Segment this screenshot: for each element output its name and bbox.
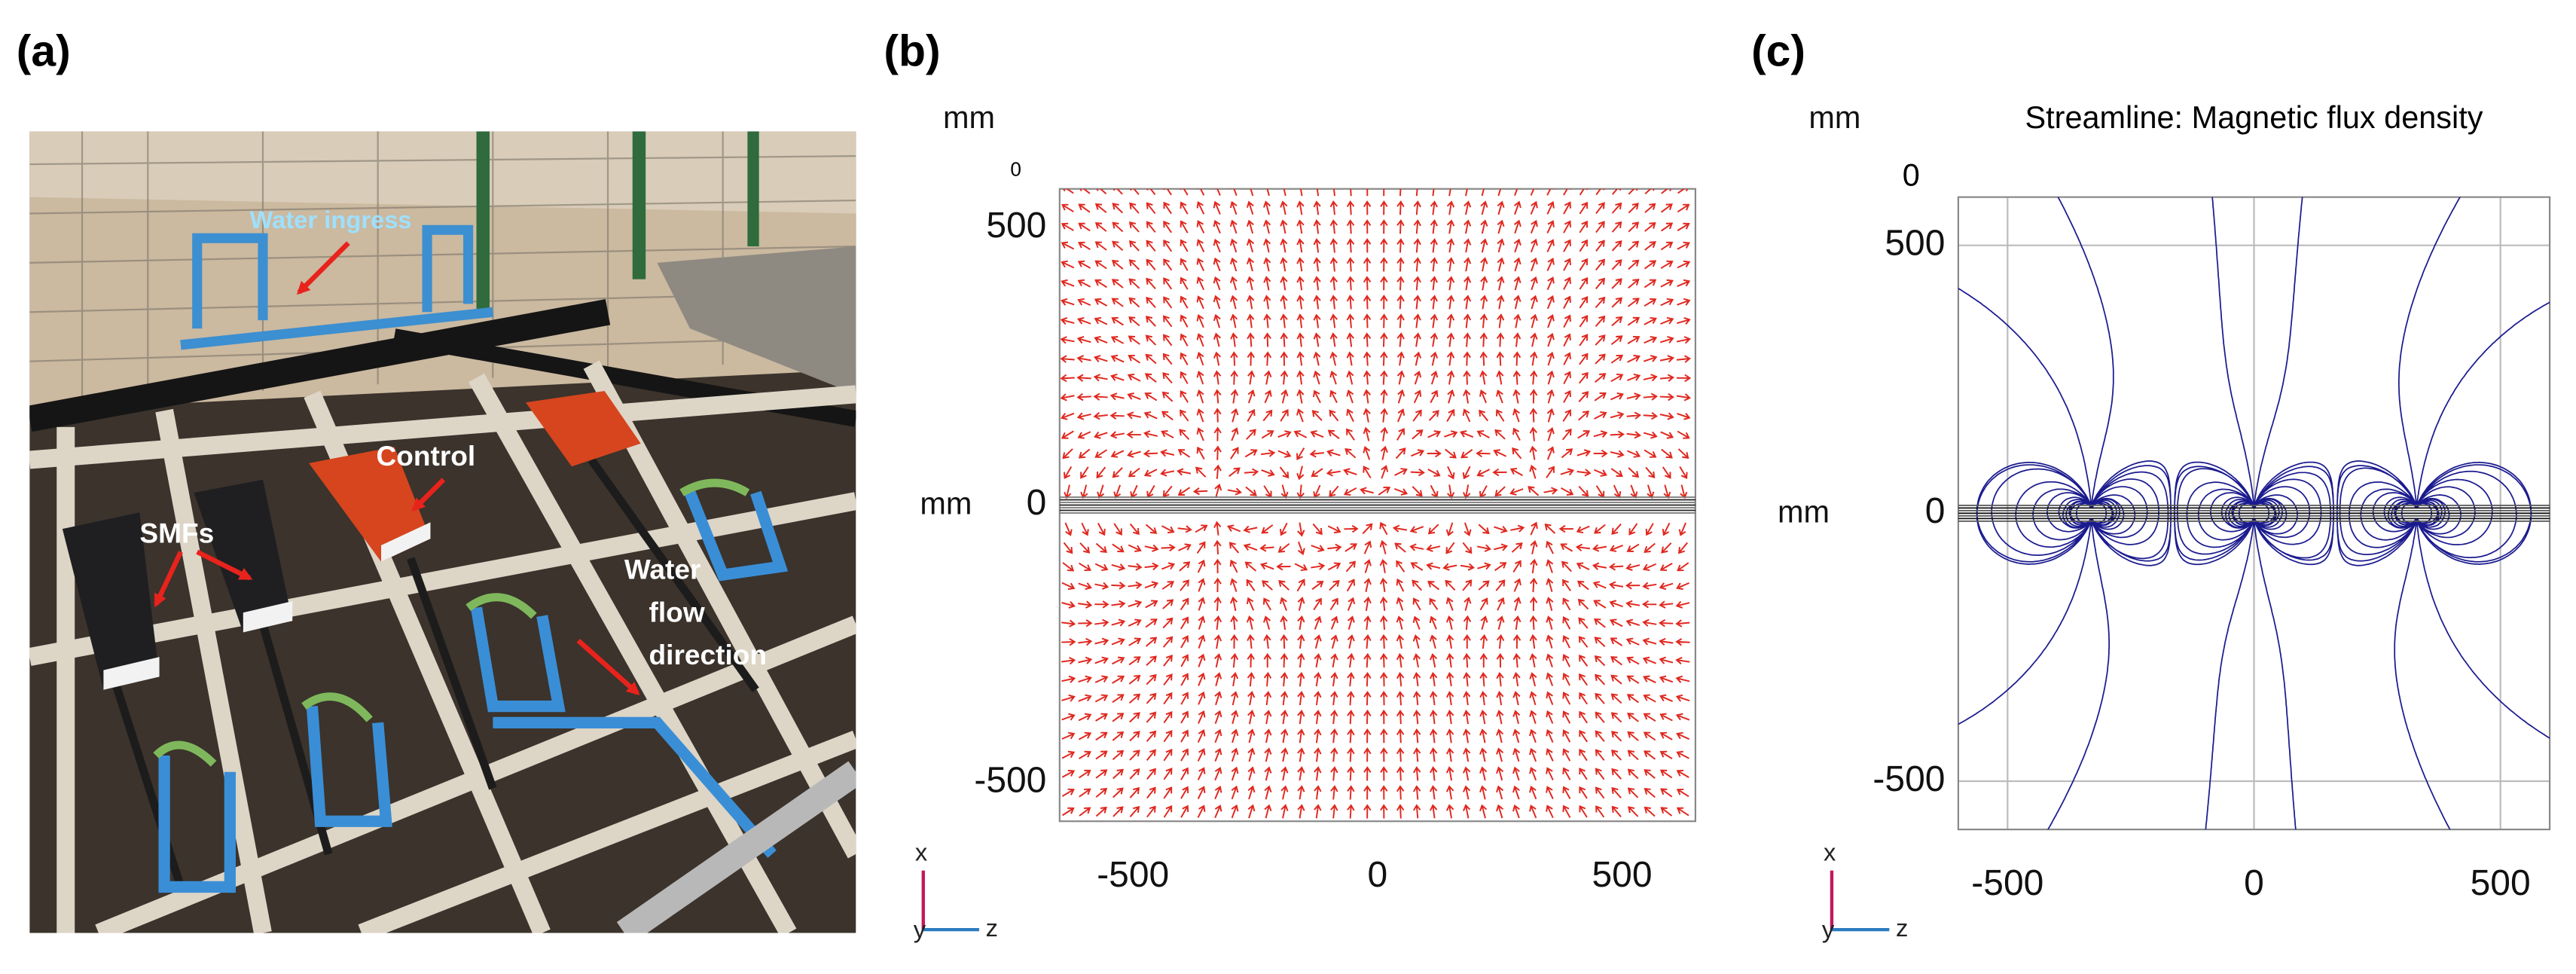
- annotation: Control: [376, 440, 475, 472]
- annotation-arrow: [576, 638, 640, 696]
- x-tick-label: 500: [1592, 855, 1652, 895]
- x-tick-label: 0: [2244, 863, 2264, 903]
- plot-content: [1958, 197, 2550, 830]
- annotation-arrow: [154, 551, 183, 608]
- axis-triad: x y z: [914, 838, 998, 942]
- x-tick-label: 0: [1368, 855, 1388, 895]
- panel-label: (b): [884, 27, 940, 76]
- field-arrows: [1060, 188, 1692, 819]
- y-tick-label: 500: [986, 206, 1046, 246]
- triad-label: y: [914, 915, 926, 943]
- x-tick-label: 500: [2471, 863, 2531, 903]
- triad-label: y: [1822, 915, 1835, 943]
- annotation-arrow: [296, 241, 350, 295]
- axis-unit: mm: [943, 99, 995, 135]
- x-tick-label: -500: [1971, 863, 2043, 903]
- annotation: direction: [649, 639, 768, 670]
- annotation: Water ingress: [250, 206, 412, 234]
- plot-content: [1059, 188, 1695, 819]
- axis-triad: x y z: [1822, 838, 1909, 942]
- y-tick-label: 500: [1885, 223, 1945, 263]
- y-tick-label: 0: [1925, 491, 1946, 531]
- annotation: SMFs: [139, 518, 214, 549]
- y-tick-label: 0: [1027, 483, 1047, 523]
- triad-label: z: [986, 914, 998, 942]
- photo: [29, 131, 856, 933]
- axis-unit: mm: [1808, 99, 1860, 135]
- annotation-arrow: [196, 549, 253, 581]
- panel-label: (a): [17, 27, 71, 76]
- axis-unit: mm: [1778, 493, 1830, 529]
- corner-label: 0: [1010, 158, 1021, 181]
- plot-c: -500 0 500 -500 0 500: [1872, 196, 2551, 903]
- annotation-arrow: [411, 478, 446, 512]
- annotation: Water: [624, 554, 701, 585]
- plot-title: Streamline: Magnetic flux density: [2025, 99, 2483, 135]
- corner-label: 0: [1903, 157, 1920, 192]
- y-tick-label: -500: [1872, 759, 1945, 799]
- plot-b: -500 0 500 -500 0 500: [974, 188, 1697, 895]
- y-tick-label: -500: [974, 760, 1046, 800]
- triad-label: z: [1896, 914, 1908, 942]
- panel-label: (c): [1751, 27, 1805, 76]
- triad-label: x: [915, 838, 927, 866]
- x-tick-label: -500: [1097, 855, 1169, 895]
- triad-label: x: [1824, 838, 1836, 866]
- annotation: flow: [649, 596, 705, 627]
- axis-unit: mm: [920, 486, 972, 521]
